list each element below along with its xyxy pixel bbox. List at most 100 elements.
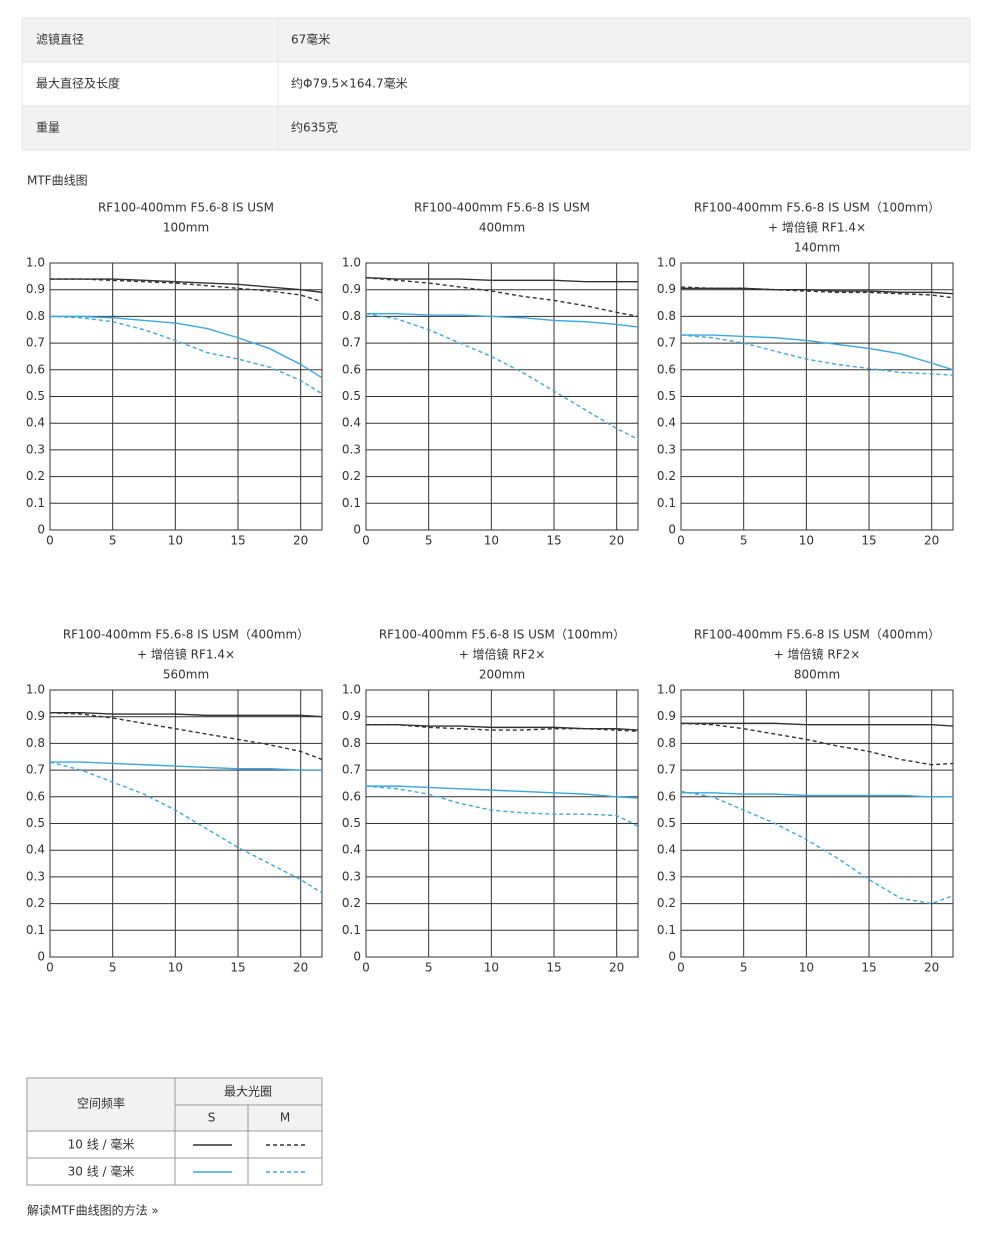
x-tick-label: 20 — [924, 534, 939, 548]
chart-title: RF100-400mm F5.6-8 IS USM（100mm） — [694, 201, 940, 215]
y-tick-label: 0.6 — [342, 789, 361, 803]
mtf-line — [681, 287, 954, 295]
spec-value: 约635克 — [291, 120, 338, 135]
chart-title: 560mm — [163, 668, 209, 682]
table-row — [21, 61, 971, 107]
chart-title: RF100-400mm F5.6-8 IS USM — [98, 201, 274, 215]
y-tick-label: 0.9 — [26, 282, 45, 296]
legend-column: S — [208, 1111, 216, 1125]
y-tick-label: 0.2 — [657, 469, 676, 483]
mtf-line — [680, 722, 954, 766]
mtf-line — [680, 334, 954, 376]
legend-column: M — [280, 1111, 290, 1125]
chart-title: 100mm — [163, 221, 209, 235]
x-tick-label: 0 — [677, 961, 685, 975]
mtf-line — [49, 761, 323, 894]
y-tick-label: 0.6 — [26, 362, 45, 376]
x-tick-label: 15 — [546, 961, 561, 975]
x-tick-label: 5 — [109, 534, 117, 548]
x-tick-label: 5 — [425, 961, 433, 975]
x-tick-label: 10 — [799, 534, 814, 548]
y-tick-label: 0.1 — [342, 923, 361, 937]
x-tick-label: 5 — [109, 961, 117, 975]
help-link[interactable]: 解读MTF曲线图的方法 » — [27, 1203, 159, 1218]
legend-header: 空间频率 — [77, 1096, 125, 1111]
y-tick-label: 0 — [668, 523, 676, 537]
y-tick-label: 0.1 — [26, 923, 45, 937]
legend-row-label: 10 线 / 毫米 — [68, 1137, 135, 1152]
spec-value: 67毫米 — [291, 32, 330, 47]
x-tick-label: 15 — [230, 534, 245, 548]
mtf-chart: RF100-400mm F5.6-8 IS USM（400mm） + 增倍镜 RF… — [657, 628, 954, 975]
x-tick-label: 15 — [861, 534, 876, 548]
chart-title: 200mm — [479, 668, 525, 682]
x-tick-label: 10 — [168, 961, 183, 975]
y-tick-label: 0.5 — [657, 816, 676, 830]
y-tick-label: 1.0 — [657, 683, 676, 697]
x-tick-label: 10 — [484, 534, 499, 548]
spec-label: 最大直径及长度 — [36, 76, 120, 91]
mtf-chart: RF100-400mm F5.6-8 IS USM（100mm） + 增倍镜 RF… — [657, 201, 954, 548]
y-tick-label: 0.6 — [342, 362, 361, 376]
y-tick-label: 0.8 — [342, 309, 361, 323]
y-tick-label: 0.5 — [657, 389, 676, 403]
y-tick-label: 0.6 — [26, 789, 45, 803]
y-tick-label: 0.8 — [657, 736, 676, 750]
x-tick-label: 15 — [230, 961, 245, 975]
mtf-line — [50, 711, 323, 718]
y-tick-label: 0.5 — [26, 816, 45, 830]
mtf-line — [681, 722, 954, 727]
x-tick-label: 0 — [362, 534, 370, 548]
mtf-line — [680, 286, 954, 299]
y-tick-label: 0 — [353, 523, 361, 537]
y-tick-label: 1.0 — [657, 256, 676, 270]
y-tick-label: 0.7 — [657, 336, 676, 350]
mtf-line — [681, 792, 953, 798]
y-tick-label: 0 — [37, 950, 45, 964]
y-tick-label: 0.4 — [657, 416, 676, 430]
y-tick-label: 0.8 — [26, 309, 45, 323]
y-tick-label: 0.1 — [342, 496, 361, 510]
x-tick-label: 10 — [168, 534, 183, 548]
mtf-line — [366, 724, 639, 731]
x-tick-label: 15 — [546, 534, 561, 548]
mtf-line — [50, 315, 323, 379]
legend-table: 空间频率 最大光圈 S M 10 线 / 毫米 30 线 / 毫米 — [26, 1077, 323, 1186]
y-tick-label: 0.6 — [657, 789, 676, 803]
y-tick-label: 0.8 — [342, 736, 361, 750]
x-tick-label: 0 — [677, 534, 685, 548]
x-tick-label: 20 — [609, 961, 624, 975]
x-tick-label: 5 — [740, 534, 748, 548]
y-tick-label: 0.7 — [342, 336, 361, 350]
table-row — [21, 105, 971, 151]
chart-title: 400mm — [479, 221, 525, 235]
spec-label: 滤镜直径 — [36, 32, 84, 47]
chart-title: RF100-400mm F5.6-8 IS USM（400mm） — [63, 628, 309, 642]
chart-title: RF100-400mm F5.6-8 IS USM（400mm） — [694, 628, 940, 642]
y-tick-label: 0.8 — [657, 309, 676, 323]
chart-title: RF100-400mm F5.6-8 IS USM — [414, 201, 590, 215]
mtf-chart: RF100-400mm F5.6-8 IS USM（100mm） + 增倍镜 RF… — [342, 628, 639, 975]
y-tick-label: 0.4 — [26, 843, 45, 857]
y-tick-label: 0.3 — [342, 869, 361, 883]
y-tick-label: 1.0 — [26, 256, 45, 270]
x-tick-label: 10 — [484, 961, 499, 975]
y-tick-label: 0.3 — [657, 869, 676, 883]
section-title: MTF曲线图 — [27, 174, 88, 188]
y-tick-label: 0.7 — [26, 763, 45, 777]
mtf-line — [49, 711, 323, 761]
y-tick-label: 0.9 — [26, 709, 45, 723]
mtf-chart: RF100-400mm F5.6-8 IS USM 400mm 0 0.1 0.2 0.3… — [342, 201, 639, 548]
y-tick-label: 0 — [668, 950, 676, 964]
y-tick-label: 0.9 — [657, 282, 676, 296]
y-tick-label: 0.5 — [342, 389, 361, 403]
mtf-line — [365, 313, 639, 440]
x-tick-label: 20 — [293, 961, 308, 975]
y-tick-label: 0.9 — [342, 709, 361, 723]
chart-title: + 增倍镜 RF1.4× — [768, 220, 866, 235]
y-tick-label: 0.4 — [657, 843, 676, 857]
mtf-line — [365, 785, 639, 827]
y-tick-label: 0.2 — [342, 469, 361, 483]
y-tick-label: 0.4 — [342, 416, 361, 430]
